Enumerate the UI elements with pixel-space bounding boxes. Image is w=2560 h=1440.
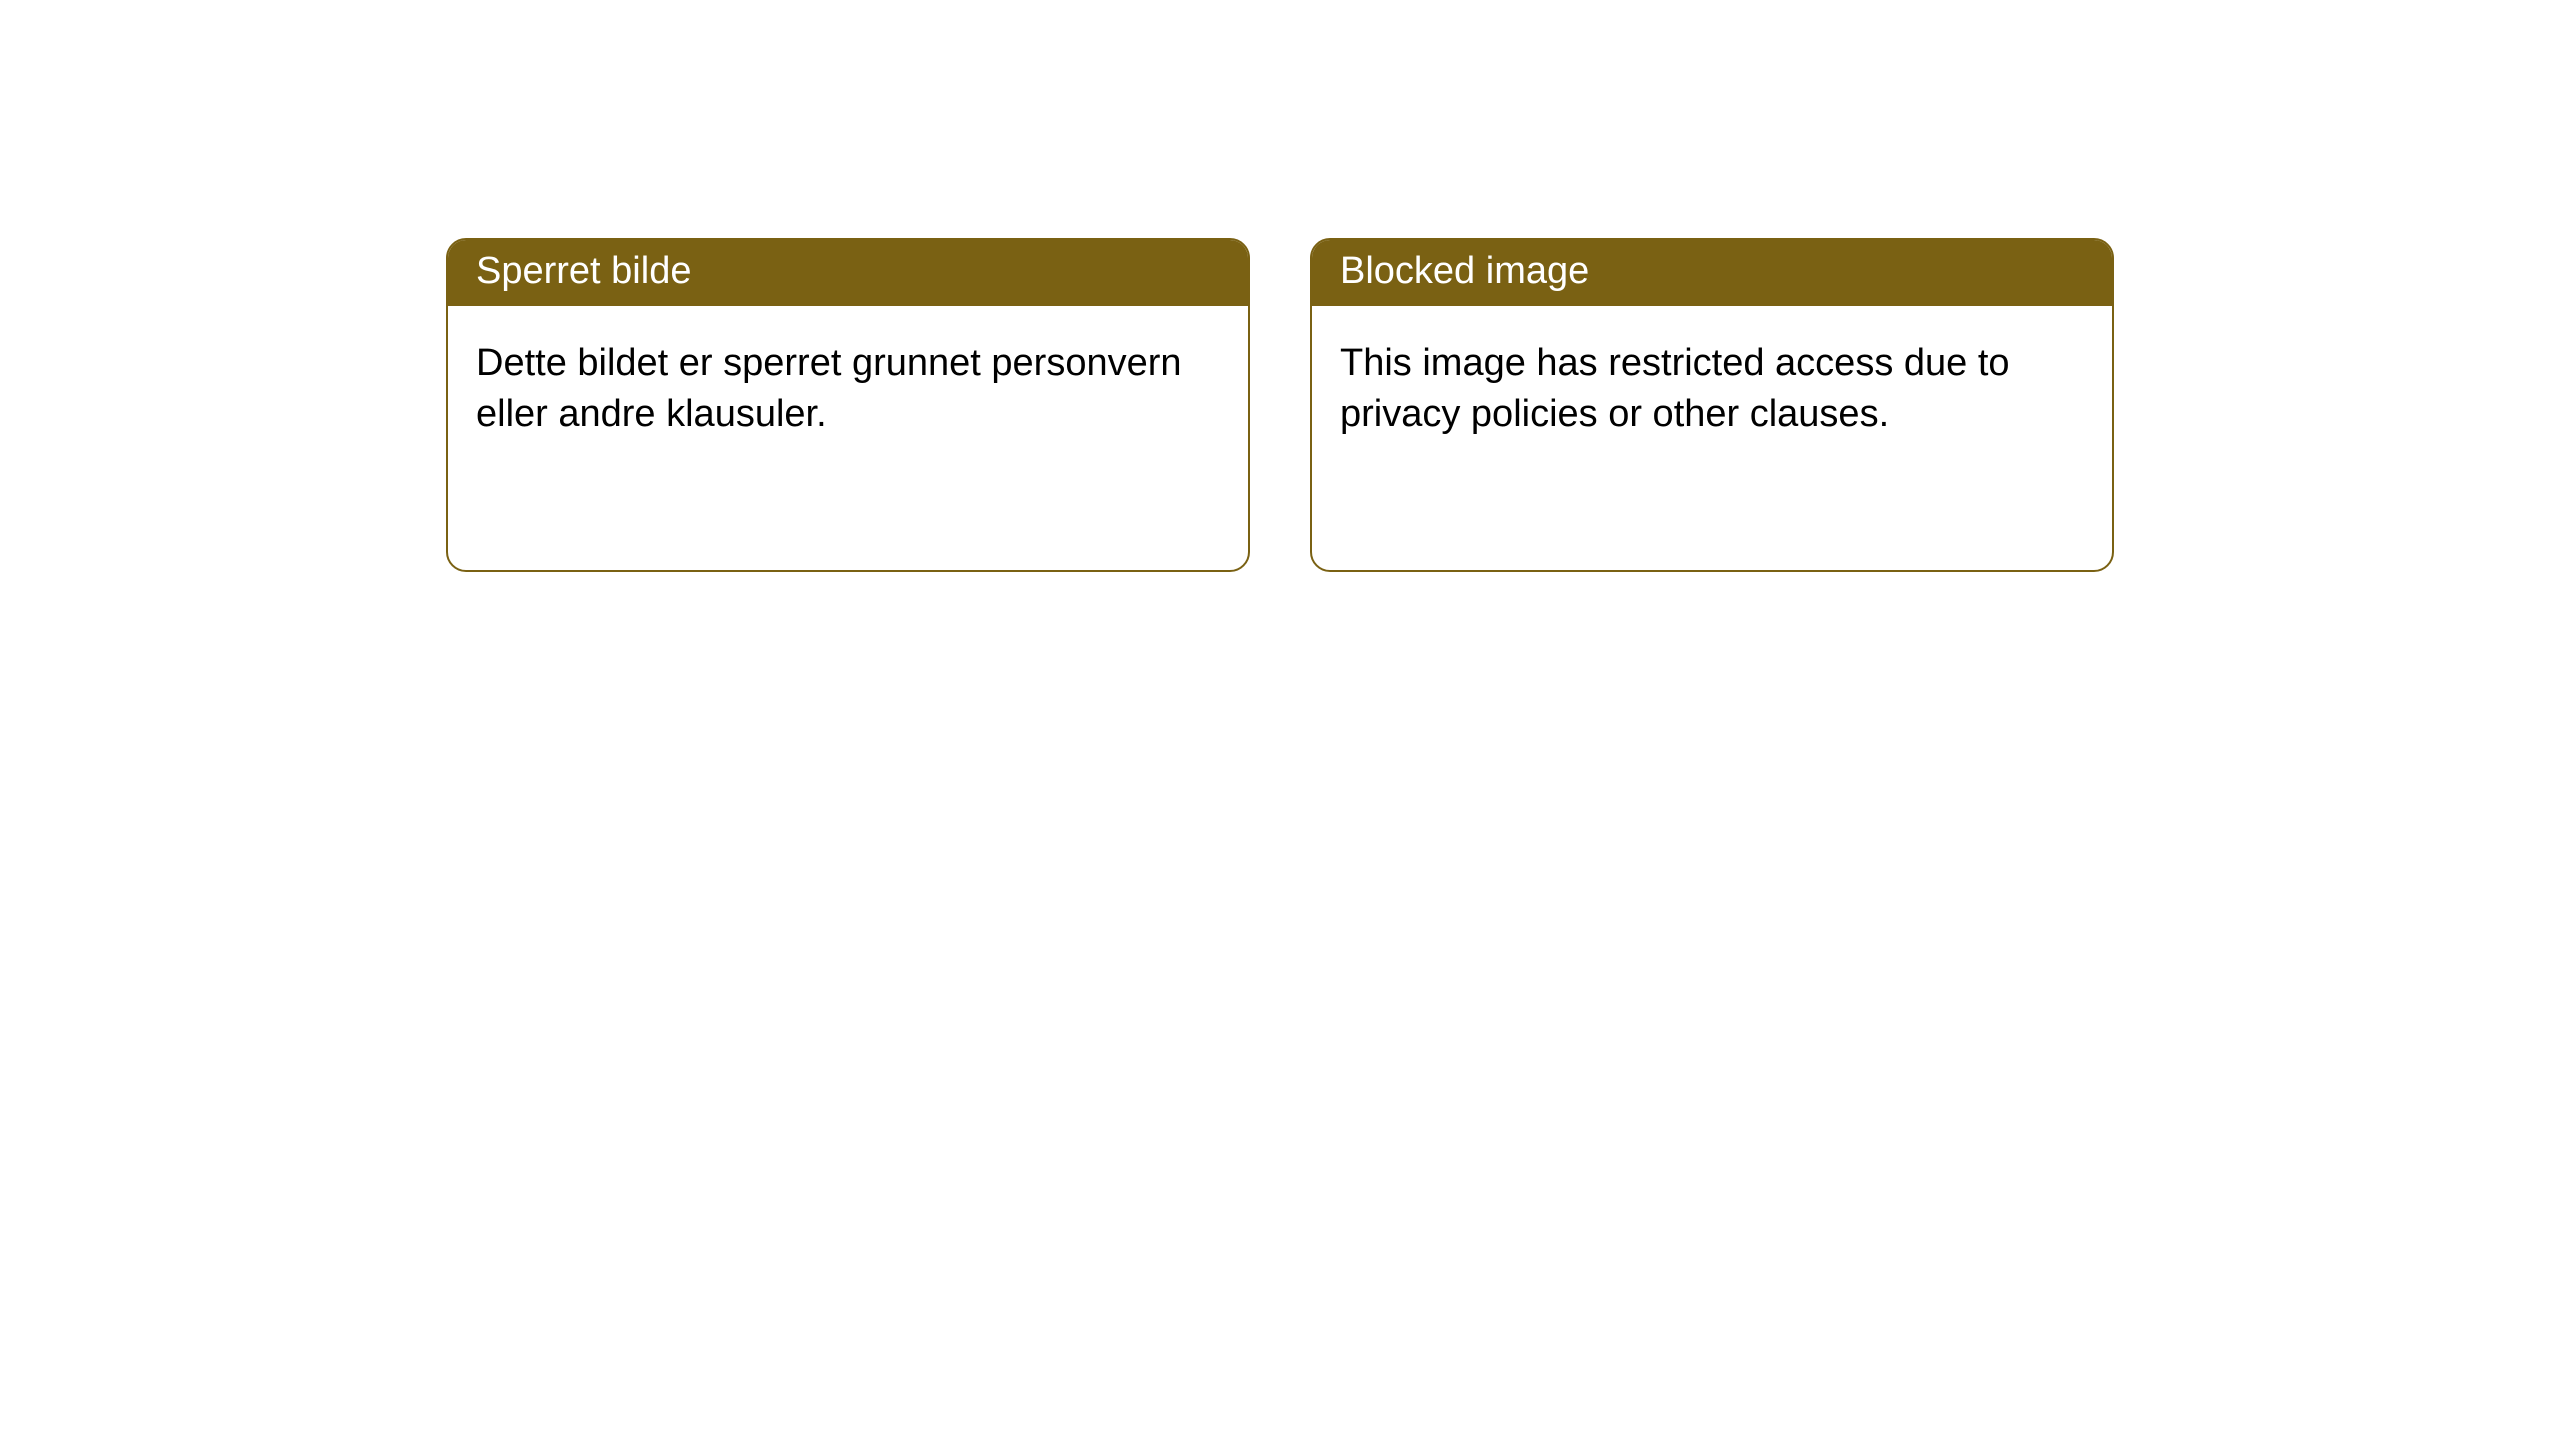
- notice-body-english: This image has restricted access due to …: [1312, 306, 2112, 473]
- notice-container: Sperret bilde Dette bildet er sperret gr…: [0, 0, 2560, 572]
- notice-title-norwegian: Sperret bilde: [448, 240, 1248, 306]
- notice-title-english: Blocked image: [1312, 240, 2112, 306]
- notice-card-norwegian: Sperret bilde Dette bildet er sperret gr…: [446, 238, 1250, 572]
- notice-card-english: Blocked image This image has restricted …: [1310, 238, 2114, 572]
- notice-body-norwegian: Dette bildet er sperret grunnet personve…: [448, 306, 1248, 473]
